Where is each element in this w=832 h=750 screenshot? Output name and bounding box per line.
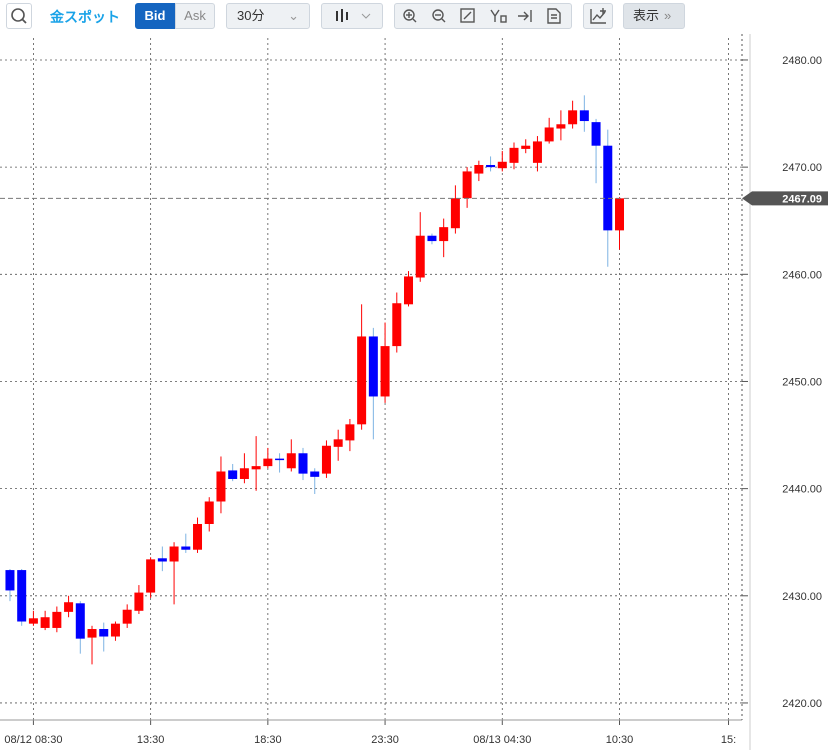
candle-body (380, 346, 390, 397)
x-tick-label: 10:30 (606, 734, 634, 746)
candle-body (439, 227, 449, 242)
last-price-label: 2467.09 (782, 193, 822, 205)
candle-body (263, 458, 273, 467)
candle-body (228, 470, 238, 479)
candle-body (204, 501, 214, 524)
x-tick-label: 08/13 04:30 (473, 734, 531, 746)
candle-body (298, 453, 308, 474)
candle-body (17, 570, 27, 622)
candle-body (286, 453, 296, 469)
tool-icons (403, 8, 561, 24)
candle-body (251, 466, 261, 470)
candle-body (568, 110, 578, 125)
candle-body (404, 276, 414, 305)
x-tick-label: 08/12 08:30 (4, 734, 62, 746)
interval: 30分 (237, 8, 265, 23)
candle-body (157, 558, 167, 562)
candle-icon (336, 9, 371, 22)
y-tick-label: 2450.00 (782, 376, 822, 388)
toolbar: 金スポット Bid Ask 30分 ⌄ 表示 » (0, 0, 832, 34)
indicator-icon (590, 8, 606, 24)
candle-body (321, 445, 331, 474)
candle-body (603, 145, 613, 231)
y-tick-label: 2440.00 (782, 484, 822, 496)
candle-body (275, 458, 285, 461)
candle-body (181, 546, 191, 550)
candle-body (591, 122, 601, 146)
candle-body (64, 602, 74, 612)
x-tick-label: 18:30 (254, 734, 282, 746)
candle-body (462, 171, 472, 199)
candle-body (110, 623, 120, 637)
tool-group (394, 3, 572, 29)
candle-body (5, 570, 15, 591)
candle-body (169, 546, 179, 562)
candle-body (497, 161, 507, 169)
candle-body (134, 592, 144, 611)
candle-body (52, 611, 62, 628)
candle-body (579, 110, 589, 122)
y-tick-label: 2470.00 (782, 162, 822, 174)
candle-body (392, 303, 402, 347)
candle-body (345, 424, 355, 441)
y-tick-label: 2430.00 (782, 591, 822, 603)
candle-body (474, 164, 484, 174)
search-icon (11, 8, 27, 24)
candle-body (556, 124, 566, 129)
candle-body (427, 235, 437, 242)
candle-body (509, 147, 519, 163)
candle-body (310, 471, 320, 477)
search-button[interactable] (6, 3, 32, 29)
candle-body (521, 145, 531, 149)
candle-body (333, 439, 343, 447)
candle-body (40, 617, 50, 628)
dropdown-arrow: » (664, 8, 672, 23)
x-tick-label: 15: (721, 734, 736, 746)
candle-body (28, 618, 38, 624)
candle-body (532, 141, 542, 163)
chart-type-select[interactable] (321, 3, 383, 29)
candle-body (122, 609, 132, 624)
candle-body (216, 471, 226, 502)
candle-body (239, 468, 249, 479)
candle-body (544, 127, 554, 142)
ask-button[interactable]: Ask (175, 3, 215, 29)
bid-button[interactable]: Bid (135, 3, 175, 29)
candle-body (450, 198, 460, 229)
candle-body (99, 629, 109, 637)
x-tick-label: 13:30 (137, 734, 165, 746)
candle-body (368, 336, 378, 397)
display-label: 表示 (633, 8, 660, 23)
candle-body (87, 629, 97, 638)
display-button[interactable]: 表示 » (623, 3, 685, 29)
indicator-button[interactable] (583, 3, 613, 29)
symbol[interactable]: 金スポット (50, 9, 120, 25)
candle-body (146, 559, 156, 593)
y-tick-label: 2480.00 (782, 55, 822, 67)
candle-body (193, 523, 203, 550)
candle-body (415, 235, 425, 278)
chart: 2420.00 2430.00 2440.00 2450.00 2460.00 2470.… (0, 34, 828, 750)
candle-body (75, 603, 85, 639)
last-price-tag (742, 191, 828, 206)
candle-body (615, 198, 625, 231)
x-tick-label: 23:30 (371, 734, 399, 746)
dropdown-arrow: ⌄ (288, 8, 299, 23)
candle-body (357, 336, 367, 425)
candle-body (486, 164, 496, 168)
y-tick-label: 2460.00 (782, 269, 822, 281)
y-tick-label: 2420.00 (782, 698, 822, 710)
interval-select[interactable]: 30分 ⌄ (226, 3, 310, 29)
